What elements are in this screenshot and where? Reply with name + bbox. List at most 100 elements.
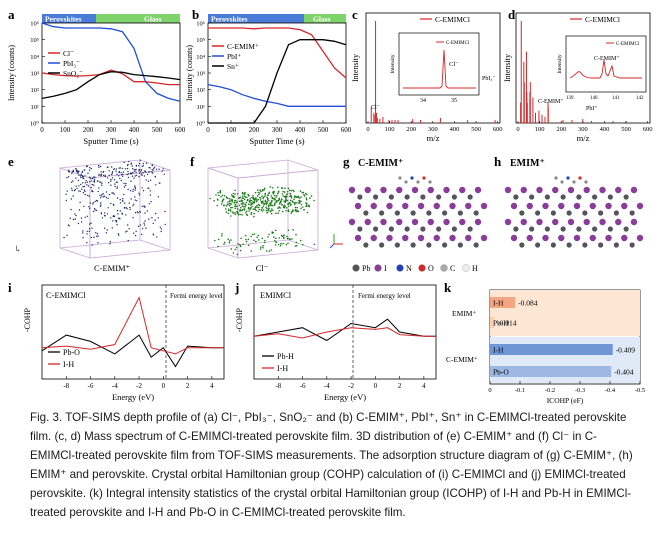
ion-dot-e <box>99 202 102 204</box>
ion-dot-e <box>162 168 164 170</box>
iodine-atom <box>552 186 559 194</box>
ion-dot-e <box>141 173 143 175</box>
ion-dot-f <box>299 202 301 204</box>
ion-dot-e <box>90 236 93 239</box>
ion-dot-e <box>119 210 122 212</box>
ion-dot-e <box>110 202 112 205</box>
ion-dot-e <box>70 181 73 183</box>
ion-dot-f <box>221 199 224 202</box>
lead-atom <box>629 242 635 248</box>
ion-dot-e <box>134 234 137 237</box>
panel-letter-d: d <box>508 7 516 22</box>
ion-dot-f <box>234 199 236 202</box>
x-tick-label-b: 400 <box>295 126 306 134</box>
ion-dot-f <box>290 212 293 214</box>
x-tick-label-i: -6 <box>88 382 94 390</box>
x-axis-label-d: m/z <box>577 133 590 143</box>
ion-dot-e <box>138 162 141 165</box>
lead-atom <box>379 210 385 216</box>
ion-dot-e <box>118 234 120 236</box>
ion-dot-e <box>129 208 131 211</box>
ion-dot-e <box>117 233 120 235</box>
ion-dot-f <box>282 190 284 193</box>
ion-dot-f <box>294 202 297 204</box>
iodine-atom <box>417 234 425 242</box>
element-label: I <box>384 264 387 273</box>
ion-dot-e <box>88 230 91 233</box>
molecule-atom <box>554 176 558 180</box>
lead-atom <box>513 226 519 232</box>
ion-dot-e <box>149 190 151 192</box>
lead-atom <box>442 210 448 216</box>
ion-cloud-f <box>209 186 316 256</box>
ion-dot-f <box>278 206 280 208</box>
panel-letter-h: h <box>494 154 502 169</box>
legend-label-ih-j: I-H <box>277 364 288 373</box>
iodine-atom <box>380 186 387 194</box>
ion-dot-f <box>273 204 276 206</box>
ion-dot-e <box>141 174 143 176</box>
series-line-b <box>208 39 347 124</box>
ion-dot-e <box>104 175 107 178</box>
ion-dot-e <box>119 218 121 220</box>
inset-xtick-d-2: 140 <box>590 96 598 101</box>
cohp-line-i <box>41 296 224 355</box>
ion-dot-f <box>272 192 275 195</box>
ion-dot-e <box>94 176 96 178</box>
x-tick-label-j: 2 <box>398 382 402 390</box>
ion-dot-e <box>91 189 93 191</box>
x-tick-label-c: 200 <box>406 126 416 133</box>
y-tick-label-b: 10⁶ <box>196 21 205 28</box>
ion-dot-e <box>89 167 91 169</box>
element-label: N <box>406 264 412 273</box>
inset-peak-label-d: C-EMIM⁺ <box>594 56 620 62</box>
ion-dot-e <box>109 241 112 243</box>
ion-dot-f <box>262 197 265 200</box>
ion-dot-e <box>130 198 132 200</box>
ion-dot-e <box>161 170 163 172</box>
ion-dot-f <box>313 243 316 246</box>
ion-dot-e <box>148 187 150 189</box>
panel-d: d 0 100 200 300 400 500 600 C-EMIMCl C-EMIMCl … <box>503 7 653 143</box>
ion-dot-f <box>250 250 252 252</box>
ion-dot-e <box>132 171 134 174</box>
ion-dot-e <box>158 168 160 170</box>
ion-dot-f <box>281 193 284 195</box>
ion-dot-f <box>300 200 302 203</box>
ion-dot-e <box>93 208 96 210</box>
iodine-atom <box>480 234 488 242</box>
ion-dot-e <box>123 193 125 196</box>
x-ticks-a: 0 100 200 300 400 500 600 <box>40 120 186 134</box>
molecule-atom <box>584 180 588 184</box>
ion-dot-f <box>216 204 218 207</box>
x-tick-label-a: 200 <box>83 126 94 134</box>
iodine-atom <box>364 218 371 226</box>
iodine-atom <box>402 234 409 242</box>
panel-j: j EMIMCl Fermi energy level -8 -6 -4 -2 0 2 4 … <box>234 280 437 402</box>
ion-dot-f <box>279 207 281 209</box>
ion-dot-e <box>75 177 77 179</box>
ion-dot-e <box>97 190 99 193</box>
ion-dot-f <box>230 199 232 201</box>
ion-dot-e <box>149 171 151 173</box>
ion-dot-e <box>144 212 146 214</box>
ion-dot-e <box>129 190 132 192</box>
ion-dot-e <box>129 173 132 175</box>
ion-dot-f <box>280 234 283 237</box>
ion-dot-e <box>72 218 75 221</box>
ion-dot-e <box>126 167 129 170</box>
ion-dot-f <box>283 237 285 240</box>
ion-dot-f <box>279 244 282 247</box>
ion-dot-f <box>250 213 252 215</box>
region-label-perovskites: Perovskites <box>45 15 82 24</box>
legend-b: C-EMIM⁺ PbI⁺ Sn⁺ <box>212 42 259 71</box>
series-lines-a <box>41 22 181 102</box>
icohp-bar <box>490 344 613 355</box>
ion-dot-e <box>132 188 134 191</box>
ion-dot-f <box>296 245 298 247</box>
ion-dot-e <box>63 236 65 239</box>
ion-dot-f <box>288 238 291 240</box>
side-label-c: PbI₃⁻ <box>482 76 496 82</box>
ion-dot-e <box>105 232 108 234</box>
iodine-atom <box>605 234 612 242</box>
